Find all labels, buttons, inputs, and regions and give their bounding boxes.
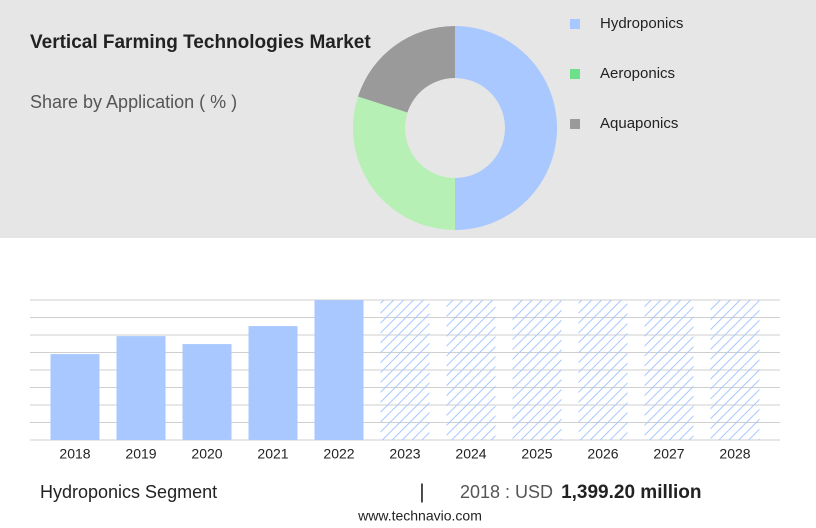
donut-slice [357,26,455,113]
footer-value: 2018 : USD 1,399.20 million [460,482,702,503]
x-tick-label: 2028 [719,446,750,462]
bar [182,344,232,440]
forecast-placeholder [512,300,562,440]
separator: | [419,481,424,503]
x-tick-label: 2024 [455,446,486,462]
legend-swatch [570,119,580,129]
year-text: 2018 : USD [460,482,553,502]
x-tick-label: 2021 [257,446,288,462]
forecast-placeholder [446,300,496,440]
x-tick-label: 2023 [389,446,420,462]
donut-slice [455,26,557,230]
source: www.technavio.com [357,508,482,524]
x-tick-label: 2025 [521,446,552,462]
legend-swatch [570,69,580,79]
bar [116,336,166,440]
donut-slice [353,96,455,230]
legend-swatch [570,19,580,29]
legend-label: Aeroponics [600,65,675,82]
amount: 1,399.20 million [561,482,701,503]
chart-title: Vertical Farming Technologies Market [30,32,371,53]
segment-label: Hydroponics Segment [40,482,217,502]
legend-label: Aquaponics [600,115,678,132]
x-tick-label: 2019 [125,446,156,462]
x-tick-label: 2027 [653,446,684,462]
bar [248,326,298,440]
chart-subtitle: Share by Application ( % ) [30,92,237,112]
bar [314,300,364,440]
x-tick-label: 2022 [323,446,354,462]
forecast-placeholder [380,300,430,440]
x-tick-label: 2020 [191,446,222,462]
x-tick-label: 2018 [59,446,90,462]
bar [50,354,100,440]
forecast-placeholder [710,300,760,440]
x-tick-label: 2026 [587,446,618,462]
forecast-placeholder [644,300,694,440]
forecast-placeholder [578,300,628,440]
legend-label: Hydroponics [600,15,683,32]
